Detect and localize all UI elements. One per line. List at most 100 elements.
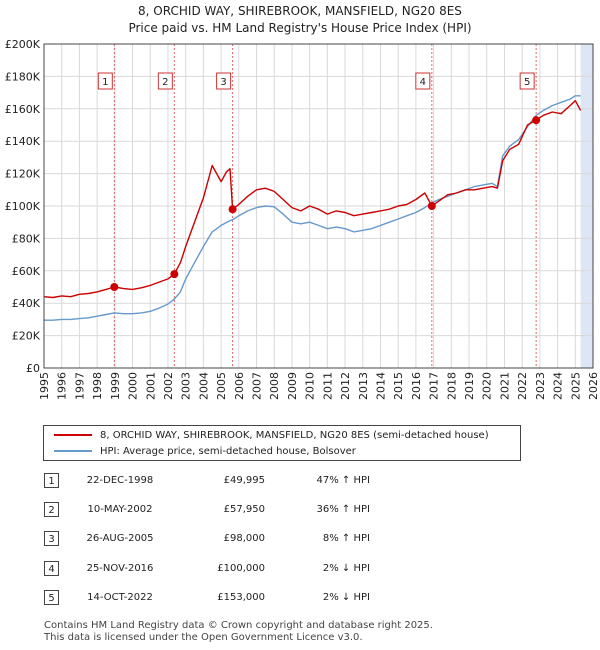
y-tick-label: £160K: [5, 103, 41, 116]
x-tick-label: 2002: [162, 372, 175, 400]
legend-item-property: 8, ORCHID WAY, SHIREBROOK, MANSFIELD, NG…: [54, 427, 489, 443]
x-tick-label: 2005: [215, 372, 228, 400]
x-tick-label: 2008: [268, 372, 281, 400]
y-tick-label: £60K: [12, 265, 41, 278]
x-tick-label: 2004: [197, 372, 210, 400]
y-tick-label: £180K: [5, 70, 41, 83]
x-tick-label: 2022: [516, 372, 529, 400]
sale-marker-label: 4: [420, 77, 426, 88]
x-tick-label: 2021: [498, 372, 511, 400]
copyright-notice: Contains HM Land Registry data © Crown c…: [44, 620, 433, 631]
sale-marker-label: 2: [162, 77, 168, 88]
chart-grid: [43, 43, 594, 369]
legend: 8, ORCHID WAY, SHIREBROOK, MANSFIELD, NG…: [43, 425, 521, 461]
sale-point: [532, 116, 541, 125]
transaction-date: 14-OCT-2022: [87, 592, 153, 603]
legend-item-hpi: HPI: Average price, semi-detached house,…: [54, 443, 356, 459]
legend-swatch-hpi: [54, 450, 92, 452]
chart-subtitle: Price paid vs. HM Land Registry's House …: [128, 21, 472, 35]
sale-marker-box: [415, 72, 431, 90]
x-tick-label: 2017: [428, 372, 441, 400]
x-tick-label: 2010: [304, 372, 317, 400]
transaction-hpi-diff: 47% ↑ HPI: [316, 475, 370, 486]
x-tick-label: 2020: [481, 372, 494, 400]
sale-marker-label: 1: [102, 77, 108, 88]
chart-title: 8, ORCHID WAY, SHIREBROOK, MANSFIELD, NG…: [138, 4, 462, 18]
y-tick-label: £40K: [12, 297, 41, 310]
x-tick-label: 1998: [91, 372, 104, 400]
x-tick-label: 2006: [233, 372, 246, 400]
transaction-hpi-diff: 36% ↑ HPI: [316, 504, 370, 515]
y-tick-label: £200K: [5, 38, 41, 51]
series-line-property: [43, 99, 582, 299]
sale-markers: 1 2 3 4 5: [97, 44, 537, 368]
sale-marker-label: 5: [524, 77, 530, 88]
transaction-date: 26-AUG-2005: [86, 533, 154, 544]
x-tick-label: 1999: [109, 372, 122, 400]
y-tick-label: £0: [26, 362, 40, 375]
legend-label-property: 8, ORCHID WAY, SHIREBROOK, MANSFIELD, NG…: [100, 429, 489, 441]
x-tick-label: 2009: [286, 372, 299, 400]
x-tick-label: 2011: [321, 372, 334, 400]
transaction-number: 3: [44, 531, 59, 546]
x-tick-label: 2016: [410, 372, 423, 400]
x-tick-label: 2024: [552, 372, 565, 400]
transaction-date: 22-DEC-1998: [86, 475, 154, 486]
transaction-date: 25-NOV-2016: [86, 563, 154, 574]
y-tick-label: £120K: [5, 168, 41, 181]
transaction-row: 5 14-OCT-2022 £153,000 2% ↓ HPI: [0, 589, 600, 607]
x-tick-label: 1995: [38, 372, 51, 400]
series-line-hpi: [44, 95, 581, 321]
x-tick-label: 2019: [463, 372, 476, 400]
transaction-price: £57,950: [223, 504, 265, 515]
sale-point: [110, 283, 119, 292]
x-tick-label: 2012: [339, 372, 352, 400]
sale-marker-box: [216, 72, 232, 90]
transaction-price: £100,000: [217, 563, 265, 574]
transaction-price: £153,000: [217, 592, 265, 603]
transaction-row: 1 22-DEC-1998 £49,995 47% ↑ HPI: [0, 472, 600, 490]
x-tick-label: 2026: [587, 372, 600, 400]
x-tick-label: 1997: [73, 372, 86, 400]
x-tick-label: 2003: [180, 372, 193, 400]
sale-point: [228, 205, 237, 214]
sale-marker-label: 3: [220, 77, 226, 88]
transaction-number: 4: [44, 561, 59, 576]
transaction-hpi-diff: 2% ↓ HPI: [322, 563, 370, 574]
x-tick-label: 2014: [374, 372, 387, 400]
x-tick-label: 2013: [357, 372, 370, 400]
sale-marker-box: [97, 72, 113, 90]
x-tick-label: 2000: [127, 372, 140, 400]
sale-points: [110, 116, 541, 292]
transaction-row: 3 26-AUG-2005 £98,000 8% ↑ HPI: [0, 530, 600, 548]
transaction-hpi-diff: 8% ↑ HPI: [322, 533, 370, 544]
transaction-price: £49,995: [223, 475, 265, 486]
x-tick-label: 2018: [445, 372, 458, 400]
chart-series: [43, 95, 582, 321]
x-tick-label: 2025: [569, 372, 582, 400]
x-axis: 1995 1996 1997 1998 1999 2000 2001 2002 2003 2004…: [38, 372, 600, 400]
y-tick-label: £20K: [12, 330, 41, 343]
sale-marker-box: [519, 72, 535, 90]
sale-point: [427, 202, 436, 210]
transaction-row: 4 25-NOV-2016 £100,000 2% ↓ HPI: [0, 560, 600, 578]
transaction-number: 2: [44, 502, 59, 517]
y-tick-label: £140K: [5, 135, 41, 148]
transaction-hpi-diff: 2% ↓ HPI: [322, 592, 370, 603]
transaction-number: 1: [44, 473, 59, 488]
x-tick-label: 1996: [56, 372, 69, 400]
x-tick-label: 2007: [251, 372, 264, 400]
y-axis: £0 £20K £40K £60K £80K £100K £120K £140K £160K £1…: [5, 38, 41, 375]
transaction-date: 10-MAY-2002: [87, 504, 153, 515]
plot-frame: [43, 43, 594, 369]
licence-notice: This data is licensed under the Open Gov…: [44, 632, 363, 643]
x-tick-label: 2023: [534, 372, 547, 400]
x-tick-label: 2015: [392, 372, 405, 400]
legend-swatch-property: [54, 434, 92, 436]
sale-marker-box: [157, 72, 173, 90]
y-tick-label: £80K: [12, 232, 41, 245]
y-tick-label: £100K: [5, 200, 41, 213]
transaction-price: £98,000: [223, 533, 265, 544]
transaction-row: 2 10-MAY-2002 £57,950 36% ↑ HPI: [0, 501, 600, 519]
